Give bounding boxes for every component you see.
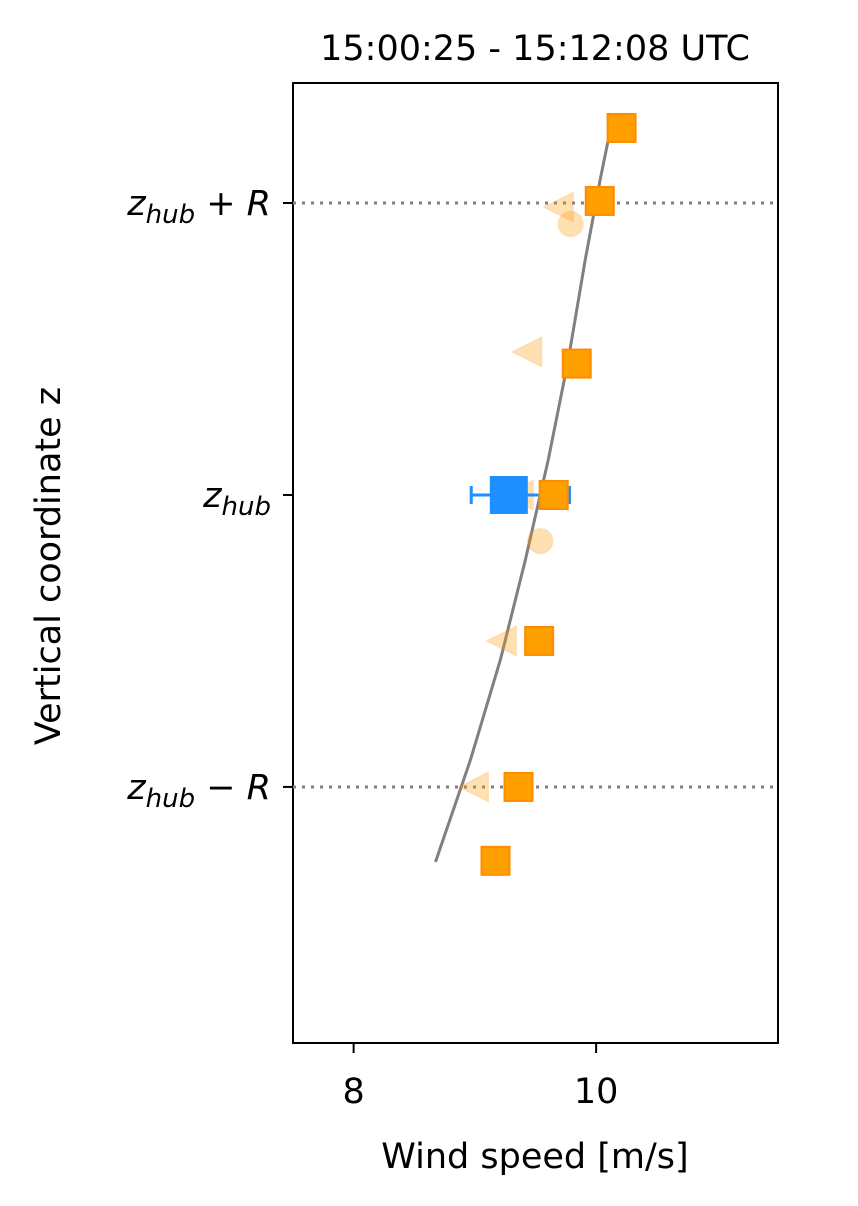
square-marker <box>489 475 528 514</box>
y-tick-suffix: − R <box>195 768 271 808</box>
y-tick-label: zhub + R <box>126 184 271 230</box>
square-marker <box>606 112 637 143</box>
circle-marker <box>527 528 554 555</box>
y-tick-suffix: + R <box>195 184 271 224</box>
triangle-marker <box>485 625 517 657</box>
square-marker <box>524 625 555 656</box>
x-tick-label: 10 <box>574 1072 619 1112</box>
y-tick-label: zhub <box>202 476 271 522</box>
y-tick-subscript: hub <box>146 200 195 230</box>
x-axis-label: Wind speed [m/s] <box>381 1137 688 1177</box>
square-marker <box>584 185 615 216</box>
y-tick-symbol: z <box>202 476 222 516</box>
y-tick-symbol: z <box>126 184 146 224</box>
chart-title: 15:00:25 - 15:12:08 UTC <box>320 29 750 69</box>
y-axis-label: Vertical coordinate z <box>29 387 69 745</box>
square-marker <box>538 479 569 510</box>
y-tick-symbol: z <box>126 768 146 808</box>
square-marker <box>561 348 592 379</box>
triangle-marker <box>510 336 543 368</box>
plot-frame <box>292 82 779 1044</box>
square-marker <box>503 771 534 802</box>
triangle-marker <box>542 191 574 223</box>
y-tick-subscript: hub <box>222 492 271 522</box>
y-tick-subscript: hub <box>146 784 195 814</box>
triangle-marker <box>457 771 489 803</box>
square-marker <box>480 845 511 876</box>
x-tick-label: 8 <box>342 1072 364 1112</box>
y-tick-label: zhub − R <box>126 768 271 814</box>
circle-marker <box>557 211 584 238</box>
